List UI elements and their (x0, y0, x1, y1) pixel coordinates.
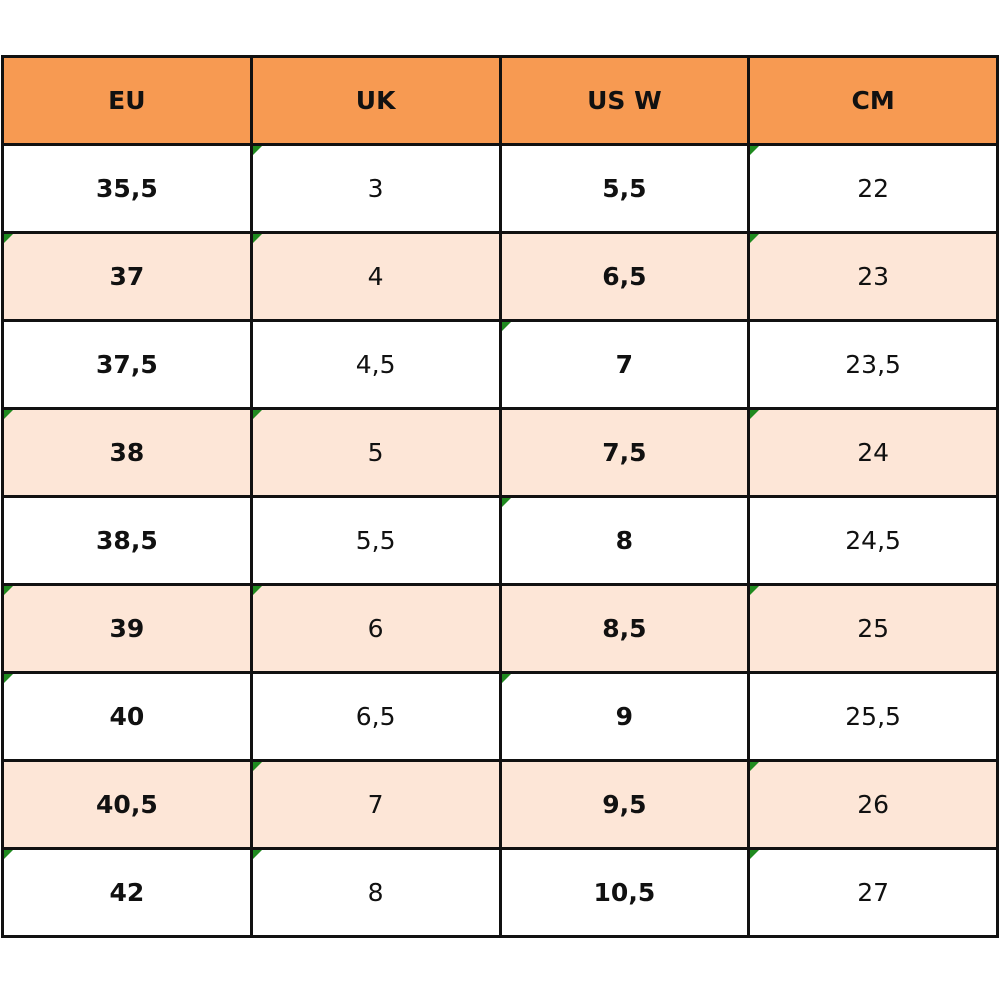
cell-marker (4, 850, 13, 859)
cell-marker (750, 586, 760, 595)
table-cell: 42 (1, 847, 253, 938)
cell-marker (4, 234, 13, 243)
cell-marker (252, 410, 262, 419)
header-cell: EU (1, 55, 253, 146)
table-cell: 39 (1, 583, 253, 674)
table-cell: 25,5 (747, 671, 999, 762)
table-cell: 23 (747, 231, 999, 322)
table-cell: 9,5 (498, 759, 751, 850)
cell-marker (4, 674, 13, 683)
table-cell: 3 (249, 143, 502, 234)
table-cell: 27 (747, 847, 999, 938)
cell-marker (750, 234, 760, 243)
table-cell: 6,5 (249, 671, 502, 762)
table-cell: 7 (249, 759, 502, 850)
table-cell: 24,5 (747, 495, 999, 586)
table-cell: 23,5 (747, 319, 999, 410)
cell-marker (501, 322, 511, 331)
table-cell: 10,5 (498, 847, 751, 938)
table-cell: 8 (249, 847, 502, 938)
table-body: 35,5 3 5,5 22 37 4 6,5 23 37,5 4,5 7 23,5 38 5 7,5 24 38… (1, 143, 999, 938)
table-cell: 35,5 (1, 143, 253, 234)
table-row: 38 5 7,5 24 (1, 407, 999, 498)
table-cell: 40 (1, 671, 253, 762)
cell-marker (750, 850, 760, 859)
table-row: 37 4 6,5 23 (1, 231, 999, 322)
header-cell: US W (498, 55, 751, 146)
cell-marker (750, 146, 760, 155)
table-cell: 40,5 (1, 759, 253, 850)
table-cell: 37,5 (1, 319, 253, 410)
cell-marker (252, 146, 262, 155)
table-cell: 6 (249, 583, 502, 674)
table-cell: 22 (747, 143, 999, 234)
table-cell: 37 (1, 231, 253, 322)
table-cell: 25 (747, 583, 999, 674)
table-cell: 8 (498, 495, 751, 586)
table-cell: 24 (747, 407, 999, 498)
table-cell: 5 (249, 407, 502, 498)
table-row: 38,5 5,5 8 24,5 (1, 495, 999, 586)
table-cell: 4,5 (249, 319, 502, 410)
cell-marker (4, 410, 13, 419)
table-row: 42 8 10,5 27 (1, 847, 999, 938)
table-row: 40 6,5 9 25,5 (1, 671, 999, 762)
header-cell: UK (249, 55, 502, 146)
table-cell: 26 (747, 759, 999, 850)
header-cell: CM (747, 55, 999, 146)
table-cell: 8,5 (498, 583, 751, 674)
table-row: 35,5 3 5,5 22 (1, 143, 999, 234)
table-cell: 5,5 (249, 495, 502, 586)
table-cell: 38 (1, 407, 253, 498)
table-cell: 7,5 (498, 407, 751, 498)
table-cell: 9 (498, 671, 751, 762)
table-cell: 6,5 (498, 231, 751, 322)
table-row: 39 6 8,5 25 (1, 583, 999, 674)
cell-marker (4, 586, 13, 595)
table-cell: 4 (249, 231, 502, 322)
cell-marker (252, 586, 262, 595)
table-cell: 38,5 (1, 495, 253, 586)
cell-marker (252, 234, 262, 243)
table-row: 40,5 7 9,5 26 (1, 759, 999, 850)
cell-marker (252, 762, 262, 771)
cell-marker (750, 762, 760, 771)
cell-marker (750, 410, 760, 419)
cell-marker (501, 674, 511, 683)
table-cell: 7 (498, 319, 751, 410)
header-row: EU UK US W CM (1, 55, 999, 146)
size-table: EU UK US W CM 35,5 3 5,5 22 37 4 6,5 23 37,5 4,5 7 23,… (1, 55, 999, 938)
table-row: 37,5 4,5 7 23,5 (1, 319, 999, 410)
table-cell: 5,5 (498, 143, 751, 234)
cell-marker (252, 850, 262, 859)
cell-marker (501, 498, 511, 507)
size-table-container: EU UK US W CM 35,5 3 5,5 22 37 4 6,5 23 37,5 4,5 7 23,… (1, 55, 999, 938)
